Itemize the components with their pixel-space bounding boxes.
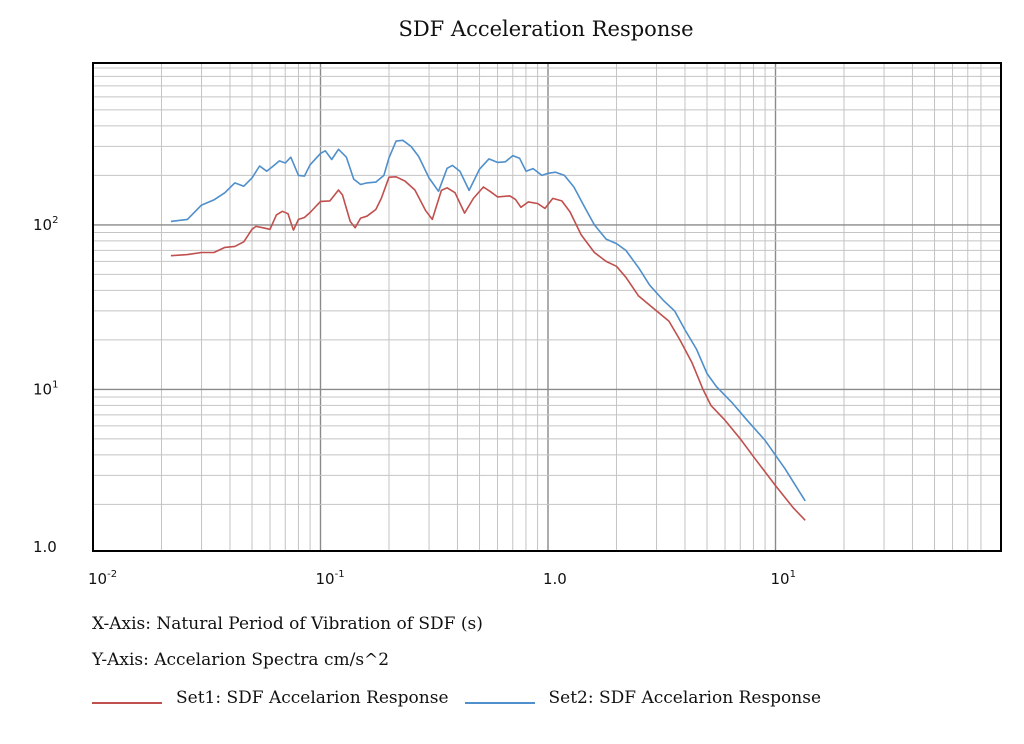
- legend: Set1: SDF Accelarion Response Set2: SDF …: [92, 684, 821, 712]
- series-line-set2: [170, 139, 806, 502]
- legend-label-set2: Set2: SDF Accelarion Response: [548, 688, 822, 708]
- y-tick-label: 102: [33, 215, 58, 234]
- legend-swatch-set2: [464, 702, 535, 704]
- series-line-set1: [170, 176, 806, 521]
- x-tick-label: 10-1: [316, 569, 345, 588]
- series-group: [170, 139, 806, 521]
- legend-item-set1: Set1: SDF Accelarion Response: [92, 688, 449, 708]
- legend-label-set1: Set1: SDF Accelarion Response: [176, 688, 449, 708]
- legend-item-set2: Set2: SDF Accelarion Response: [464, 688, 822, 708]
- plot-frame: [92, 62, 1002, 552]
- y-tick-label: 1.0: [33, 538, 57, 556]
- x-tick-label: 10-2: [88, 569, 117, 588]
- legend-swatch-set1: [92, 702, 162, 704]
- chart-title: SDF Acceleration Response: [398, 17, 693, 41]
- grid: [93, 63, 1001, 551]
- x-tick-label: 101: [771, 569, 796, 588]
- tick-labels: 10-2 10-1 1.0 101 1.0 101 102: [33, 215, 796, 588]
- x-tick-label: 1.0: [543, 570, 567, 588]
- y-tick-label: 101: [33, 379, 58, 398]
- y-axis-caption: Y-Axis: Accelarion Spectra cm/s^2: [92, 650, 390, 670]
- x-axis-caption: X-Axis: Natural Period of Vibration of S…: [92, 614, 483, 634]
